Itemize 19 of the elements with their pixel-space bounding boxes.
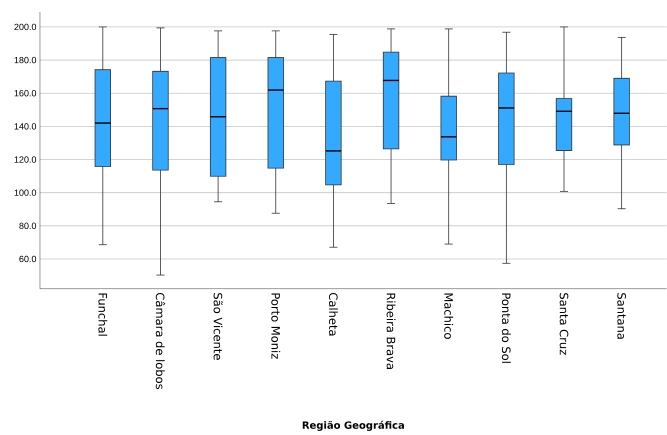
x-tick-label: Calheta [328, 293, 338, 336]
y-tick-label: 100.0 [14, 190, 36, 196]
y-tick-label: 160.0 [14, 90, 36, 97]
y-tick-label: 140.0 [14, 123, 36, 130]
x-axis-title: Região Geográfica [302, 420, 404, 432]
x-tick-label: Funchal [98, 294, 108, 336]
y-tick-label: 60.0 [19, 256, 36, 262]
x-tick-label: Machico [444, 294, 454, 339]
y-tick-label: 200.0 [14, 24, 36, 30]
x-tick-label: São Vicente [214, 293, 223, 360]
x-tick-label: Santa Cruz [560, 293, 568, 355]
x-tick-label: Câmara de lobos [156, 293, 166, 390]
x-tick-label: Ribeira Brava [386, 294, 396, 370]
y-tick-label: 180.0 [14, 57, 36, 64]
x-tick-label: Ponta do Sol [502, 294, 511, 363]
x-tick-label: Santana [617, 293, 626, 339]
y-tick-label: 80.0 [19, 222, 36, 230]
y-tick-label: 120.0 [14, 156, 36, 163]
x-tick-label: Porto Moniz [271, 294, 280, 359]
